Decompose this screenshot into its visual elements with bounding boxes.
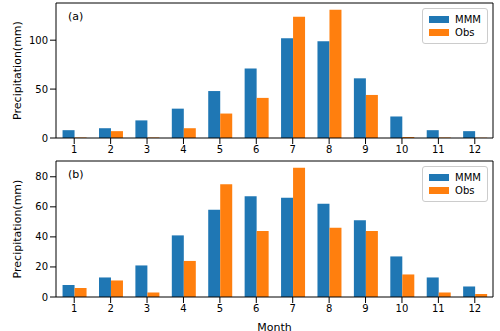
html-text:Obs: Obs (455, 185, 475, 196)
svg-text:7: 7 (290, 303, 296, 314)
svg-text:11: 11 (432, 303, 445, 314)
svg-text:20: 20 (35, 261, 48, 272)
svg-text:7: 7 (290, 144, 296, 155)
html-text:Obs: Obs (455, 27, 475, 38)
svg-text:9: 9 (362, 303, 368, 314)
svg-text:80: 80 (35, 171, 48, 182)
svg-text:10: 10 (396, 303, 409, 314)
svg-text:9: 9 (362, 144, 368, 155)
svg-text:2: 2 (107, 303, 113, 314)
svg-text:1: 1 (71, 303, 77, 314)
html-text:(b): (b) (68, 168, 84, 181)
svg-text:12: 12 (468, 303, 481, 314)
svg-text:40: 40 (35, 231, 48, 242)
svg-text:3: 3 (144, 144, 150, 155)
svg-text:Precipitation(mm): Precipitation(mm) (11, 21, 24, 120)
svg-text:10: 10 (396, 144, 409, 155)
svg-text:1: 1 (71, 144, 77, 155)
svg-text:100: 100 (29, 35, 48, 46)
svg-text:8: 8 (326, 144, 332, 155)
svg-text:3: 3 (144, 303, 150, 314)
svg-text:5: 5 (217, 303, 223, 314)
html-text:(a): (a) (68, 10, 84, 23)
html-text:MMM: MMM (455, 14, 481, 25)
svg-text:8: 8 (326, 303, 332, 314)
svg-text:11: 11 (432, 144, 445, 155)
svg-text:6: 6 (253, 303, 259, 314)
svg-text:4: 4 (180, 303, 186, 314)
svg-text:Month: Month (257, 321, 292, 331)
svg-text:0: 0 (42, 292, 48, 303)
svg-text:60: 60 (35, 201, 48, 212)
html-text:MMM: MMM (455, 172, 481, 183)
svg-text:5: 5 (217, 144, 223, 155)
svg-text:6: 6 (253, 144, 259, 155)
svg-text:12: 12 (468, 144, 481, 155)
svg-text:4: 4 (180, 144, 186, 155)
svg-text:Precipitation(mm): Precipitation(mm) (11, 180, 24, 279)
svg-text:2: 2 (107, 144, 113, 155)
svg-text:0: 0 (42, 133, 48, 144)
svg-text:50: 50 (35, 84, 48, 95)
